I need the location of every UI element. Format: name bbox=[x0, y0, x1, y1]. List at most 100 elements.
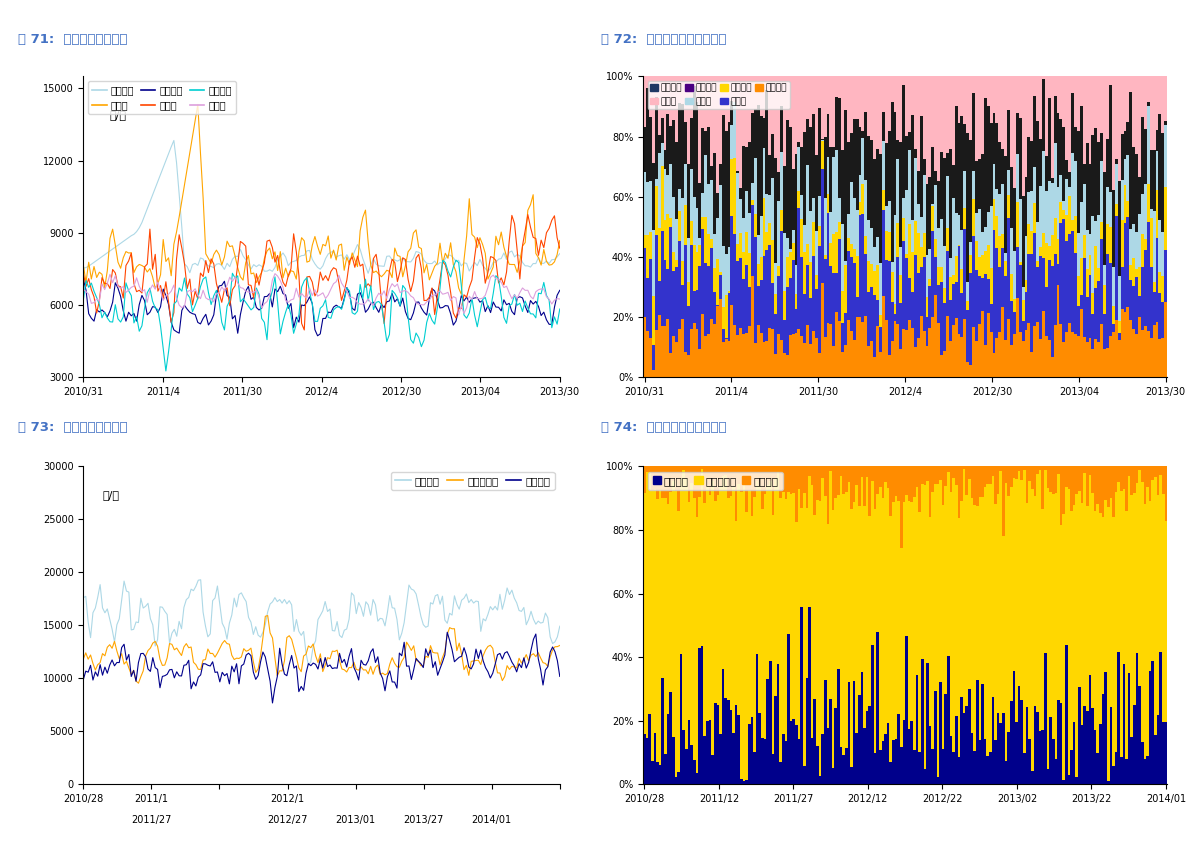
Bar bbox=[1100, 239, 1103, 325]
Bar bbox=[710, 76, 713, 166]
Bar bbox=[1165, 722, 1167, 784]
Bar bbox=[1045, 243, 1048, 287]
Bar bbox=[1095, 339, 1097, 377]
Bar bbox=[1121, 134, 1123, 181]
Bar bbox=[1155, 76, 1159, 131]
Bar bbox=[766, 250, 768, 342]
Bar bbox=[855, 466, 858, 485]
Bar bbox=[768, 155, 772, 195]
Bar bbox=[809, 262, 812, 298]
Bar bbox=[972, 326, 975, 377]
Bar bbox=[1024, 176, 1028, 236]
沙坪坝区 bbox=[132, 326, 146, 337]
Bar bbox=[690, 245, 693, 329]
Bar bbox=[1133, 224, 1135, 259]
Bar bbox=[855, 733, 858, 784]
Bar bbox=[756, 325, 760, 377]
Bar bbox=[759, 713, 761, 784]
Bar bbox=[1034, 166, 1036, 204]
Bar bbox=[958, 215, 960, 245]
Bar bbox=[923, 257, 925, 332]
Bar bbox=[960, 269, 964, 293]
Bar bbox=[1149, 671, 1152, 784]
Bar bbox=[1115, 164, 1117, 204]
Bar bbox=[704, 263, 707, 336]
Bar bbox=[984, 98, 986, 226]
Bar bbox=[972, 76, 975, 93]
Bar bbox=[672, 198, 675, 252]
Bar bbox=[687, 306, 690, 355]
Bar bbox=[855, 256, 859, 297]
Bar bbox=[734, 159, 736, 234]
Bar bbox=[1097, 76, 1100, 142]
Bar bbox=[742, 252, 746, 279]
Bar bbox=[871, 481, 874, 644]
Bar bbox=[978, 324, 981, 377]
江北区 bbox=[191, 99, 205, 109]
Bar bbox=[777, 266, 780, 276]
Bar bbox=[879, 352, 881, 377]
Bar bbox=[722, 307, 724, 328]
Bar bbox=[871, 644, 874, 784]
Bar bbox=[774, 315, 777, 354]
Bar bbox=[913, 466, 916, 497]
江北区 bbox=[260, 246, 274, 256]
Bar bbox=[1155, 152, 1159, 190]
Bar bbox=[798, 142, 800, 148]
江北区 bbox=[175, 196, 189, 206]
Bar bbox=[884, 466, 887, 482]
Bar bbox=[962, 470, 966, 712]
Bar bbox=[1086, 143, 1089, 230]
Bar bbox=[1036, 121, 1039, 222]
Bar bbox=[1089, 255, 1091, 275]
Bar bbox=[1048, 260, 1050, 340]
Bar bbox=[1104, 466, 1106, 500]
Bar bbox=[766, 193, 768, 232]
Bar bbox=[681, 104, 684, 198]
Bar bbox=[724, 338, 728, 339]
Bar bbox=[649, 181, 651, 232]
Bar bbox=[1141, 266, 1143, 331]
Bar bbox=[685, 479, 687, 749]
Bar bbox=[917, 338, 919, 377]
Bar bbox=[929, 249, 931, 279]
Bar bbox=[905, 635, 908, 784]
Bar bbox=[782, 232, 786, 292]
Bar bbox=[788, 127, 792, 248]
Bar bbox=[818, 108, 821, 196]
Bar bbox=[740, 466, 743, 492]
Bar bbox=[737, 466, 740, 483]
Bar bbox=[788, 252, 792, 277]
Bar bbox=[947, 656, 949, 784]
Bar bbox=[794, 332, 798, 377]
Bar bbox=[1060, 202, 1062, 223]
Bar bbox=[779, 498, 782, 762]
Bar bbox=[1089, 675, 1091, 784]
Bar bbox=[675, 76, 678, 142]
Bar bbox=[1018, 118, 1022, 198]
Bar bbox=[892, 502, 894, 739]
Bar bbox=[929, 466, 931, 516]
Bar bbox=[682, 730, 685, 784]
Bar bbox=[1002, 307, 1004, 377]
Bar bbox=[986, 466, 989, 483]
Bar bbox=[865, 237, 867, 254]
Bar bbox=[774, 263, 777, 294]
其它市辖区 bbox=[517, 655, 531, 665]
Bar bbox=[981, 310, 984, 377]
Bar bbox=[966, 310, 969, 362]
Bar bbox=[1018, 198, 1022, 262]
Bar bbox=[1062, 466, 1065, 514]
Bar bbox=[719, 466, 722, 486]
Bar bbox=[1123, 76, 1127, 131]
Bar bbox=[969, 140, 972, 242]
Bar bbox=[798, 329, 800, 377]
Bar bbox=[698, 648, 700, 784]
Bar bbox=[815, 232, 818, 275]
Bar bbox=[813, 466, 816, 515]
Bar bbox=[975, 241, 978, 270]
Bar bbox=[772, 328, 774, 377]
Bar bbox=[701, 217, 704, 229]
Bar bbox=[812, 256, 815, 331]
Bar bbox=[1121, 267, 1123, 309]
